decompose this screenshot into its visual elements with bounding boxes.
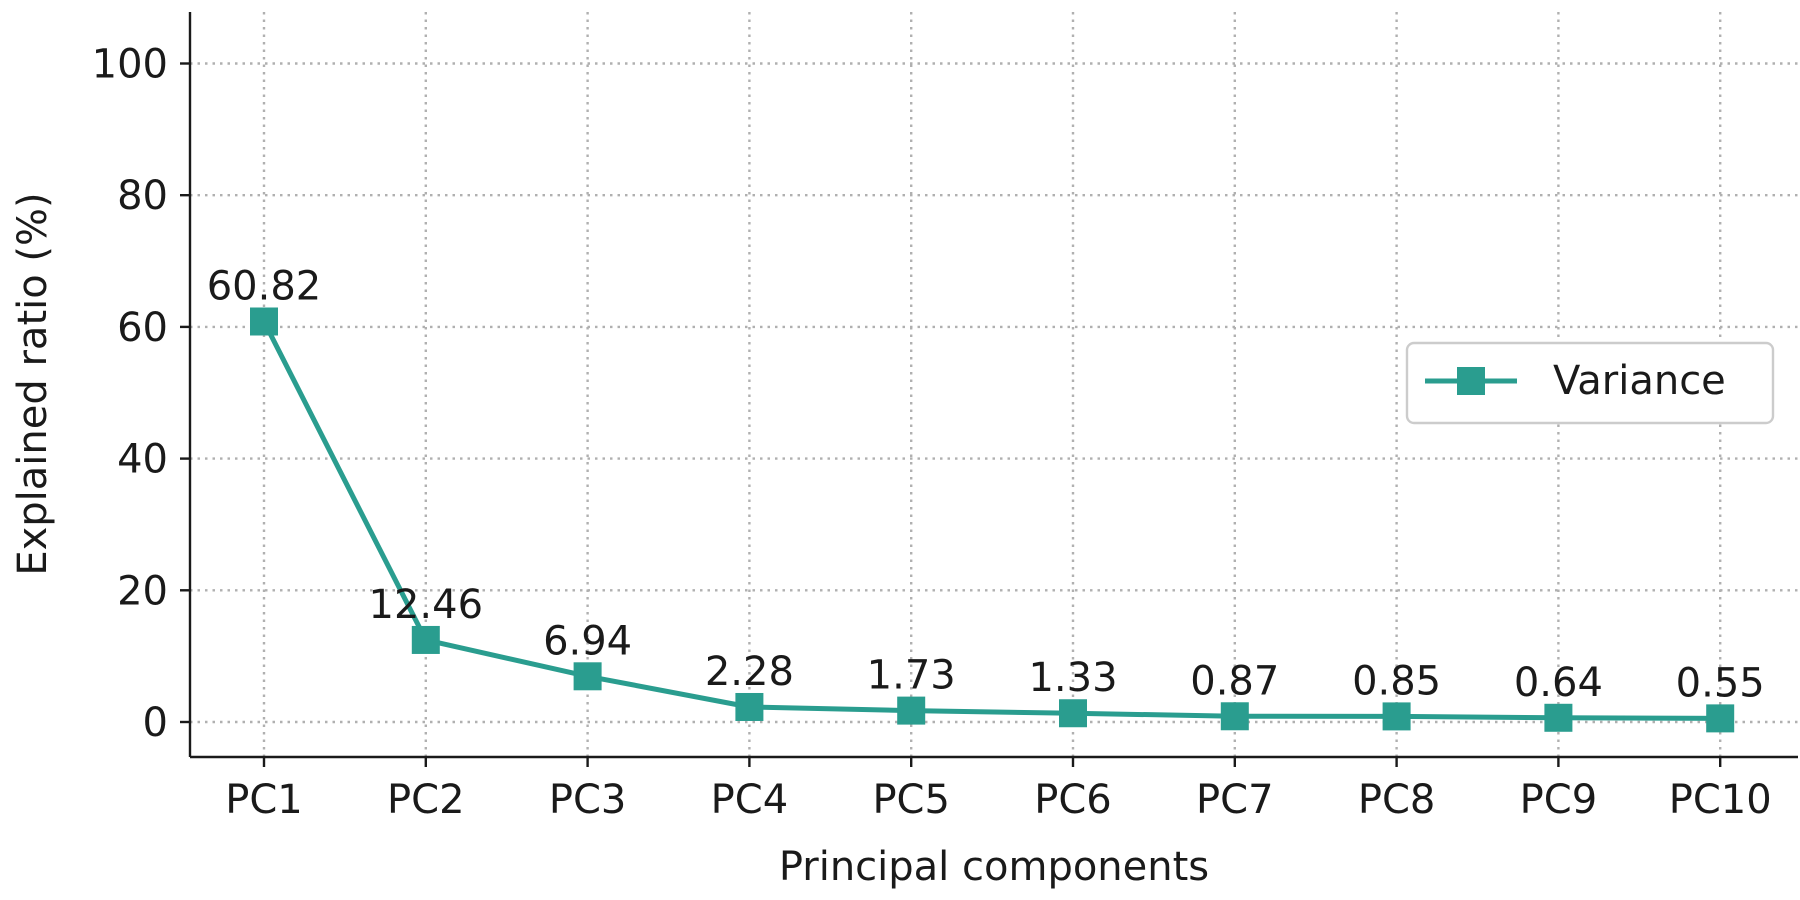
y-tick-label: 40 [117, 437, 168, 483]
data-value-label: 6.94 [543, 618, 632, 664]
data-value-label: 1.73 [867, 653, 956, 699]
x-tick-label: PC4 [711, 777, 789, 823]
data-value-label: 0.87 [1190, 658, 1279, 704]
data-value-label: 60.82 [207, 264, 322, 310]
data-value-label: 0.55 [1676, 660, 1765, 706]
x-tick-label: PC3 [549, 777, 627, 823]
y-tick-label: 0 [143, 700, 168, 746]
legend-marker-swatch [1457, 367, 1485, 395]
x-tick-label: PC8 [1358, 777, 1436, 823]
x-tick-label: PC2 [387, 777, 465, 823]
data-point-marker [411, 625, 440, 654]
legend-frame [1405, 341, 1775, 425]
data-point-marker [1059, 699, 1087, 728]
y-axis-title: Explained ratio (%) [10, 192, 56, 575]
data-value-label: 12.46 [369, 582, 484, 628]
data-point-marker [1382, 702, 1411, 731]
legend-label-variance: Variance [1553, 358, 1726, 404]
data-value-label: 2.28 [705, 649, 794, 695]
data-point-marker [1544, 703, 1573, 732]
data-point-marker [1220, 702, 1249, 731]
data-value-label: 0.85 [1352, 658, 1441, 704]
data-labels: 60.82 12.46 6.94 2.28 1.73 1.33 0.87 0.85 0.64 0.… [207, 264, 1765, 707]
legend: Variance [1405, 341, 1775, 425]
x-tick-label: PC1 [225, 777, 303, 823]
data-point-marker [573, 662, 602, 691]
y-ticks: 0 20 40 60 80 100 [92, 42, 190, 746]
y-tick-label: 60 [117, 305, 168, 351]
data-point-marker [897, 696, 926, 725]
x-tick-label: PC5 [872, 777, 950, 823]
data-point-marker [735, 692, 764, 721]
y-tick-label: 20 [117, 568, 168, 614]
x-tick-label: PC10 [1669, 777, 1772, 823]
data-point-marker [250, 307, 278, 336]
series-line-variance [261, 320, 1721, 721]
grid [190, 12, 1798, 757]
y-tick-label: 80 [117, 173, 168, 219]
data-value-label: 1.33 [1028, 655, 1117, 701]
series-variance [250, 307, 1735, 733]
data-value-label: 0.64 [1514, 660, 1603, 706]
x-tick-label: PC6 [1034, 777, 1112, 823]
axes [188, 12, 1798, 759]
y-tick-label: 100 [92, 42, 168, 88]
x-axis-title: Principal components [779, 844, 1209, 890]
x-ticks: PC1 PC2 PC3 PC4 PC5 PC6 PC7 PC8 PC9 PC10 [225, 757, 1772, 823]
data-point-marker [1706, 704, 1735, 733]
x-tick-label: PC7 [1196, 777, 1274, 823]
x-tick-label: PC9 [1520, 777, 1598, 823]
